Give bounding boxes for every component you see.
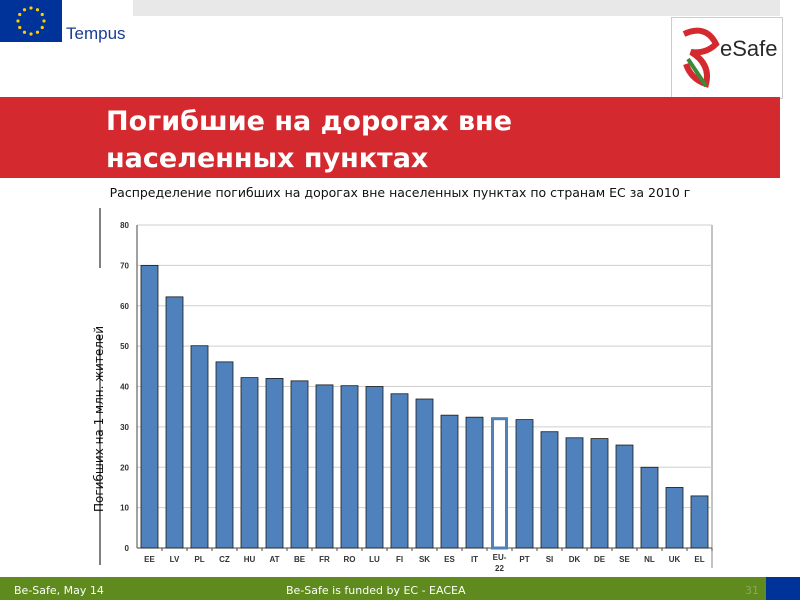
esafe-logo-text: eSafe bbox=[720, 36, 778, 61]
bar-SK bbox=[415, 398, 434, 549]
bar-LV bbox=[165, 296, 184, 549]
x-tick-label: AT bbox=[269, 555, 279, 564]
x-tick-label: ES bbox=[444, 555, 455, 564]
bar-LU bbox=[365, 386, 384, 549]
x-tick-label: HU bbox=[244, 555, 256, 564]
x-tick-label: BE bbox=[294, 555, 306, 564]
bar-EE bbox=[140, 264, 159, 549]
slide-title: Погибшие на дорогах вне населенных пункта… bbox=[106, 103, 512, 177]
chart-title: Распределение погибших на дорогах вне на… bbox=[109, 185, 691, 200]
star-icon bbox=[22, 30, 27, 34]
bar-PT bbox=[515, 419, 534, 549]
bar-SE bbox=[615, 444, 634, 549]
y-tick-label: 10 bbox=[120, 504, 129, 513]
footer: Be-Safe, May 14 Be-Safe is funded by EC … bbox=[0, 577, 766, 600]
star-icon bbox=[18, 25, 22, 30]
bar-CZ bbox=[215, 361, 234, 549]
title-line-2: населенных пунктах bbox=[106, 143, 429, 174]
y-tick-label: 50 bbox=[120, 342, 129, 351]
tempus-logo-text: Tempus bbox=[66, 24, 126, 43]
x-tick-label: RO bbox=[344, 555, 356, 564]
x-tick-label: SI bbox=[546, 555, 554, 564]
x-tick-label: LU bbox=[369, 555, 380, 564]
x-tick-label: PT bbox=[519, 555, 529, 564]
title-line-1: Погибшие на дорогах вне bbox=[106, 106, 513, 137]
bar-FR bbox=[315, 384, 334, 549]
y-tick-label: 30 bbox=[120, 423, 129, 432]
eu-flag-icon bbox=[766, 577, 800, 600]
eu-flag-logo bbox=[0, 0, 62, 42]
bar-EU-22 bbox=[491, 417, 508, 550]
bar-DE bbox=[590, 438, 609, 549]
footer-funding: Be-Safe is funded by EC - EACEA bbox=[286, 584, 466, 597]
x-tick-label: LV bbox=[170, 555, 180, 564]
x-tick-label: EE bbox=[144, 555, 155, 564]
bar-UK bbox=[665, 487, 684, 549]
y-tick-label: 20 bbox=[120, 463, 129, 472]
star-icon bbox=[29, 6, 33, 10]
top-bar bbox=[133, 0, 780, 16]
bar-NL bbox=[640, 466, 659, 549]
star-icon bbox=[35, 8, 40, 12]
y-tick-label: 70 bbox=[120, 261, 129, 270]
page-number: 31 bbox=[745, 584, 759, 597]
y-tick-label: 60 bbox=[120, 302, 129, 311]
y-tick-label: 40 bbox=[120, 383, 129, 392]
x-tick-label: PL bbox=[194, 555, 204, 564]
bar-ES bbox=[440, 414, 459, 549]
bar-AT bbox=[265, 378, 284, 549]
bar-BE bbox=[290, 380, 309, 549]
x-tick-label-highlight: EU-22 bbox=[492, 553, 507, 573]
x-tick-label: IT bbox=[471, 555, 478, 564]
bar-DK bbox=[565, 437, 584, 549]
star-icon bbox=[22, 8, 27, 12]
star-icon bbox=[18, 12, 22, 17]
star-icon bbox=[40, 12, 44, 17]
bar-IT bbox=[465, 416, 484, 549]
star-icon bbox=[40, 25, 44, 30]
bar-PL bbox=[190, 345, 209, 549]
x-tick-label: EL bbox=[694, 555, 704, 564]
y-tick-label: 80 bbox=[120, 221, 129, 230]
star-icon bbox=[16, 19, 20, 23]
x-tick-label: SK bbox=[419, 555, 430, 564]
x-tick-label: CZ bbox=[219, 555, 230, 564]
x-tick-label: DE bbox=[594, 555, 606, 564]
star-icon bbox=[29, 32, 33, 36]
star-icon bbox=[42, 19, 46, 23]
y-tick-label: 0 bbox=[125, 544, 130, 553]
bar-SI bbox=[540, 431, 559, 549]
x-tick-label: FR bbox=[319, 555, 330, 564]
bar-EL bbox=[690, 495, 709, 549]
x-tick-label: NL bbox=[644, 555, 655, 564]
bar-HU bbox=[240, 377, 259, 549]
x-tick-label: SE bbox=[619, 555, 630, 564]
title-band bbox=[0, 97, 780, 178]
star-icon bbox=[35, 30, 40, 34]
footer-date: Be-Safe, May 14 bbox=[14, 584, 104, 597]
x-tick-label: FI bbox=[396, 555, 403, 564]
bar-RO bbox=[340, 385, 359, 549]
x-tick-label: DK bbox=[569, 555, 581, 564]
x-tick-label: UK bbox=[669, 555, 681, 564]
bar-FI bbox=[390, 393, 409, 549]
